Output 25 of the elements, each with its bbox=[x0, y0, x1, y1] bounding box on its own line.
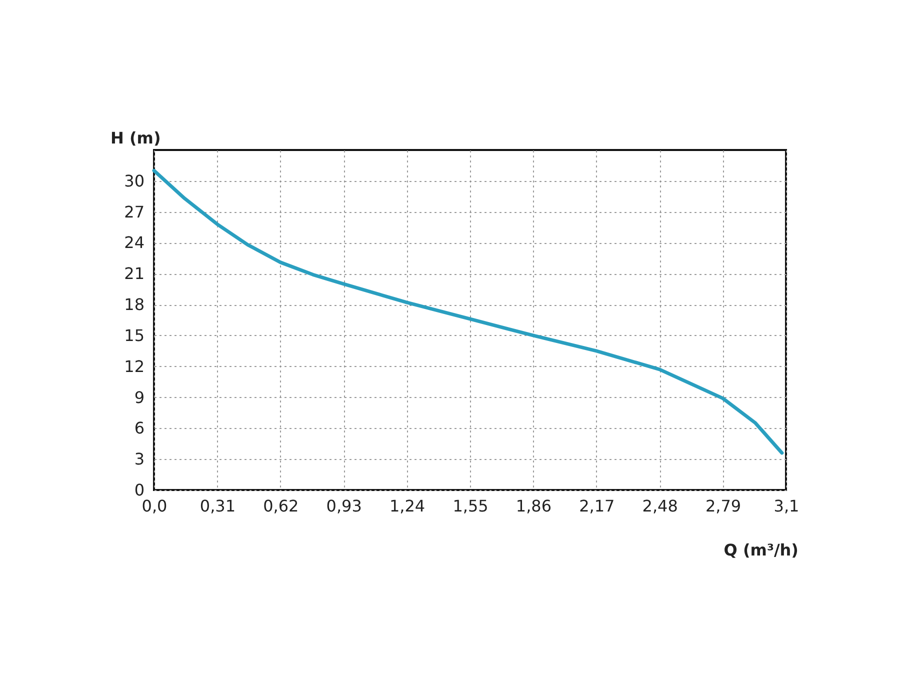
x-tick-label: 3,1 bbox=[774, 496, 800, 516]
y-tick-label: 27 bbox=[124, 202, 144, 222]
y-tick-label: 0 bbox=[134, 480, 144, 500]
y-tick-label: 3 bbox=[134, 450, 144, 469]
x-tick-label: 0,93 bbox=[326, 496, 362, 516]
x-tick-label: 1,24 bbox=[389, 496, 426, 516]
x-tick-label: 2,17 bbox=[579, 496, 615, 516]
y-tick-label: 30 bbox=[124, 171, 144, 190]
x-tick-label: 1,55 bbox=[452, 496, 488, 516]
y-tick-label: 21 bbox=[124, 264, 144, 284]
x-tick-label: 2,48 bbox=[642, 496, 678, 516]
line-series bbox=[152, 168, 784, 455]
x-tick-label: 0,62 bbox=[263, 496, 299, 516]
y-tick-label: 9 bbox=[134, 388, 144, 407]
y-tick-label: 24 bbox=[124, 233, 144, 252]
x-tick-label: 1,86 bbox=[516, 496, 552, 516]
y-tick-label: 12 bbox=[124, 356, 144, 376]
x-tick-label: 0,31 bbox=[200, 496, 236, 516]
y-axis-title: H (m) bbox=[110, 128, 161, 148]
y-tick-label: 15 bbox=[124, 326, 144, 345]
y-tick-label: 18 bbox=[124, 295, 144, 314]
x-tick-label: 0,0 bbox=[142, 496, 168, 516]
y-tick-label: 6 bbox=[134, 418, 144, 438]
x-axis-title: Q (m³/h) bbox=[724, 540, 798, 560]
x-tick-label: 2,79 bbox=[705, 496, 742, 516]
